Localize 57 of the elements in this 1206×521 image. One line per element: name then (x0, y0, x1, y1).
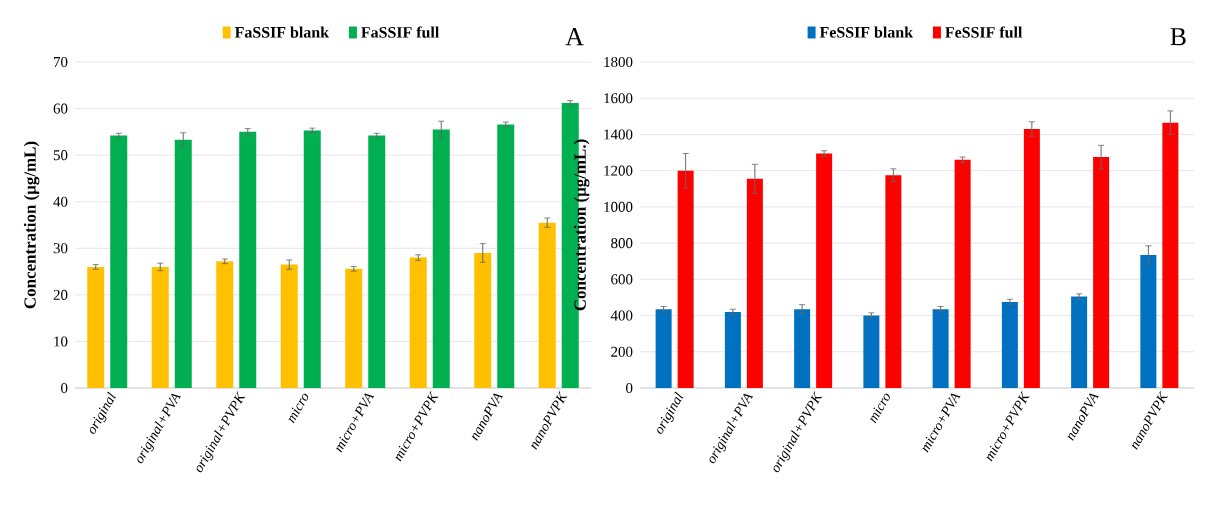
text: B (1170, 28, 1186, 46)
bar (1001, 301, 1018, 388)
y-axis-title: Concentration (μg/mL.) (573, 139, 590, 311)
bar (1140, 254, 1157, 388)
bar (932, 309, 949, 388)
bar (432, 129, 450, 388)
y-axis-title: Concentration (μg/mL) (23, 141, 40, 309)
bar (174, 139, 192, 388)
legend-label: FaSSIF full (361, 26, 439, 38)
bar (1093, 157, 1110, 388)
bar (885, 175, 902, 388)
bar (345, 268, 363, 388)
bar (863, 315, 880, 388)
text: A (565, 28, 584, 46)
bar (497, 124, 515, 388)
bar (1023, 129, 1040, 388)
bar (954, 159, 971, 388)
y-tick-label: 20 (53, 289, 68, 300)
bar (794, 309, 811, 388)
bar (724, 311, 741, 388)
y-tick-label: 1200 (604, 165, 633, 176)
y-tick-label: 70 (54, 56, 68, 68)
y-tick-label: 40 (53, 196, 68, 207)
bar (538, 222, 556, 388)
bar (110, 135, 128, 388)
bar (1162, 122, 1179, 388)
y-tick-label: 60 (53, 103, 68, 114)
bar (280, 264, 298, 388)
bar (1071, 296, 1088, 388)
y-tick-label: 1000 (604, 201, 633, 212)
y-tick-label: 400 (610, 310, 633, 321)
legend-label: FeSSIF blank (819, 26, 913, 38)
y-tick-label: 800 (611, 238, 633, 249)
bar (677, 170, 694, 388)
bar (368, 135, 386, 388)
bar (816, 153, 833, 388)
y-tick-label: 0 (61, 382, 68, 394)
bar (655, 309, 672, 388)
y-tick-label: 200 (611, 346, 633, 357)
y-tick-label: 10 (54, 336, 68, 347)
y-tick-label: 0 (626, 382, 633, 394)
bar (151, 266, 169, 388)
y-tick-label: 1600 (604, 93, 633, 104)
y-tick-label: 600 (611, 274, 633, 285)
bar (474, 252, 492, 388)
bar (303, 130, 321, 388)
legend-label: FaSSIF blank (234, 26, 329, 38)
y-tick-label: 1800 (604, 56, 633, 68)
bar (409, 257, 427, 388)
bar (87, 266, 105, 388)
y-tick-label: 30 (53, 243, 68, 254)
bar (746, 178, 763, 388)
y-tick-label: 50 (53, 150, 68, 161)
bar (216, 261, 234, 388)
bar (239, 131, 257, 388)
legend-label: FeSSIF full (945, 26, 1023, 38)
y-tick-label: 1400 (604, 129, 633, 140)
